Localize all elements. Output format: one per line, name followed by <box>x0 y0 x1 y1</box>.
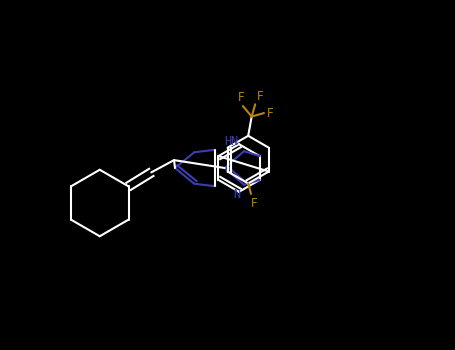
Text: F: F <box>267 106 273 120</box>
Text: F: F <box>238 91 244 104</box>
Text: F: F <box>251 197 258 210</box>
Text: F: F <box>257 90 263 103</box>
Text: N: N <box>233 188 240 201</box>
Text: HN: HN <box>224 135 239 148</box>
